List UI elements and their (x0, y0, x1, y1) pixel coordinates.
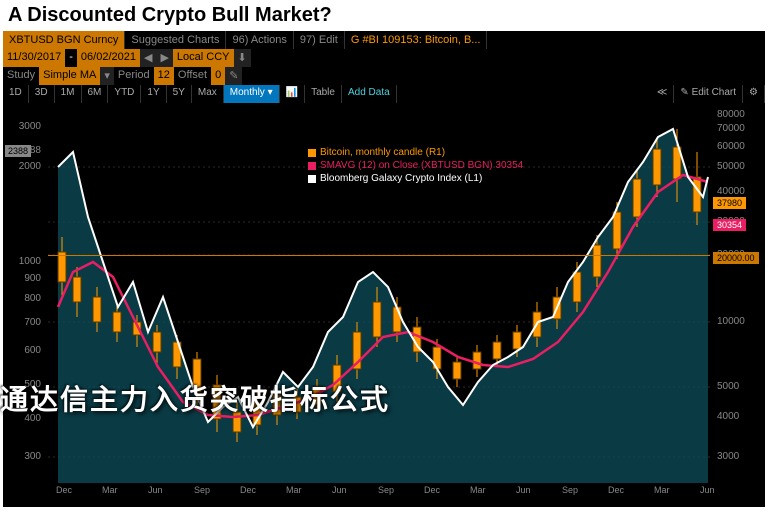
y-left-tick: 1000 (0, 256, 41, 267)
timeframe-1d[interactable]: 1D (3, 85, 29, 103)
y-right-tick: 5000 (717, 381, 739, 392)
period-label: Period (114, 67, 154, 85)
y-left-tick: 900 (0, 273, 41, 284)
left-axis-marker: 2388 (5, 145, 31, 157)
actions-menu[interactable]: 96) Actions (226, 31, 293, 49)
right-marker-line20k: 20000.00 (713, 252, 759, 264)
legend-item-sma: SMAVG (12) on Close (XBTUSD BGN) 30354 (308, 160, 523, 171)
legend-color-bitcoin (308, 149, 316, 157)
y-right-tick: 10000 (717, 316, 745, 327)
legend-item-bitcoin: Bitcoin, monthly candle (R1) (308, 147, 523, 158)
edit-menu[interactable]: 97) Edit (294, 31, 345, 49)
date-to-input[interactable]: 06/02/2021 (77, 49, 140, 67)
y-right-tick: 3000 (717, 451, 739, 462)
chart-canvas[interactable]: Bitcoin, monthly candle (R1) SMAVG (12) … (48, 107, 710, 483)
ccy-dropdown-icon[interactable]: ⬇ (234, 49, 251, 67)
x-tick: Mar (286, 485, 302, 495)
x-tick: Sep (378, 485, 394, 495)
suggested-charts-link[interactable]: Suggested Charts (125, 31, 226, 49)
x-tick: Sep (562, 485, 578, 495)
chart-type-icon[interactable]: 📊 (280, 85, 305, 103)
x-axis: Dec Mar Jun Sep Dec Mar Jun Sep Dec Mar Jun Sep Dec M… (48, 485, 710, 503)
timeframe-1y[interactable]: 1Y (141, 85, 166, 103)
y-axis-right: 8000070000600005000040000300002000010000… (713, 107, 765, 483)
terminal-panel: XBTUSD BGN Curncy Suggested Charts 96) A… (3, 31, 765, 507)
offset-label: Offset (174, 67, 211, 85)
offset-input[interactable]: 0 (211, 67, 225, 85)
date-next-button[interactable]: ▶ (156, 49, 172, 67)
date-separator: - (65, 49, 77, 67)
toolbar-row-3: Study Simple MA ▾ Period 12 Offset 0 ✎ (3, 67, 765, 85)
study-dropdown-icon[interactable]: ▾ (100, 67, 114, 85)
x-tick: Jun (148, 485, 163, 495)
y-right-tick: 70000 (717, 123, 745, 134)
x-tick: Sep (194, 485, 210, 495)
timeframe-bar: 1D3D1M6MYTD1Y5YMax Monthly ▾ 📊 Table Add… (3, 85, 765, 103)
x-tick: Dec (424, 485, 440, 495)
x-tick: Dec (608, 485, 624, 495)
ticker-box[interactable]: XBTUSD BGN Curncy (3, 31, 125, 49)
feed-title: G #BI 109153: Bitcoin, B... (345, 31, 488, 49)
add-data-button[interactable]: Add Data (342, 85, 397, 103)
x-tick: Mar (102, 485, 118, 495)
x-tick: Jun (516, 485, 531, 495)
toolbar-row-2: 11/30/2017 - 06/02/2021 ◀ ▶ Local CCY ⬇ (3, 49, 765, 67)
legend-color-bgci (308, 175, 316, 183)
x-tick: Dec (56, 485, 72, 495)
timeframe-ytd[interactable]: YTD (108, 85, 141, 103)
date-prev-button[interactable]: ◀ (140, 49, 156, 67)
x-tick: Mar (470, 485, 486, 495)
toolbar-row-1: XBTUSD BGN Curncy Suggested Charts 96) A… (3, 31, 765, 49)
legend-label-sma: SMAVG (12) on Close (XBTUSD BGN) 30354 (320, 160, 523, 171)
x-tick: Dec (240, 485, 256, 495)
y-left-tick: 600 (0, 345, 41, 356)
page-title: A Discounted Crypto Bull Market? (0, 0, 768, 31)
timeframe-6m[interactable]: 6M (82, 85, 109, 103)
legend-label-bgci: Bloomberg Galaxy Crypto Index (L1) (320, 173, 482, 184)
right-marker-sma: 30354 (713, 219, 746, 231)
timeframe-3d[interactable]: 3D (29, 85, 55, 103)
y-left-tick: 3000 (0, 121, 41, 132)
overlay-watermark-text: 通达信主力入货突破指标公式 (0, 378, 390, 418)
y-left-tick: 700 (0, 317, 41, 328)
y-right-tick: 60000 (717, 141, 745, 152)
table-button[interactable]: Table (305, 85, 342, 103)
date-from-input[interactable]: 11/30/2017 (3, 49, 65, 67)
timeframe-max[interactable]: Max (192, 85, 224, 103)
collapse-icon[interactable]: ≪ (651, 85, 674, 103)
right-marker-price: 37980 (713, 197, 746, 209)
settings-icon[interactable]: ⚙ (743, 85, 765, 103)
legend: Bitcoin, monthly candle (R1) SMAVG (12) … (308, 147, 523, 186)
legend-label-bitcoin: Bitcoin, monthly candle (R1) (320, 147, 445, 158)
study-edit-icon[interactable]: ✎ (225, 67, 242, 85)
y-right-tick: 4000 (717, 411, 739, 422)
y-axis-left: 3000238820001000900800700600500400300238… (3, 107, 45, 483)
horizontal-line-20k (48, 255, 710, 256)
x-tick: Mar (654, 485, 670, 495)
y-left-tick: 300 (0, 451, 41, 462)
y-right-tick: 40000 (717, 186, 745, 197)
timeframe-5y[interactable]: 5Y (167, 85, 192, 103)
currency-select[interactable]: Local CCY (173, 49, 234, 67)
study-label: Study (3, 67, 39, 85)
legend-color-sma (308, 162, 316, 170)
x-tick: Jun (700, 485, 715, 495)
y-left-tick: 2000 (0, 161, 41, 172)
study-select[interactable]: Simple MA (39, 67, 100, 85)
y-left-tick: 800 (0, 293, 41, 304)
y-right-tick: 50000 (717, 161, 745, 172)
edit-chart-button[interactable]: ✎ Edit Chart (674, 85, 743, 103)
x-tick: Jun (332, 485, 347, 495)
legend-item-bgci: Bloomberg Galaxy Crypto Index (L1) (308, 173, 523, 184)
period-input[interactable]: 12 (154, 67, 174, 85)
timeframe-1m[interactable]: 1M (55, 85, 82, 103)
chart-area: 3000238820001000900800700600500400300238… (3, 103, 765, 503)
timeframe-monthly[interactable]: Monthly ▾ (224, 85, 280, 103)
y-right-tick: 80000 (717, 109, 745, 120)
